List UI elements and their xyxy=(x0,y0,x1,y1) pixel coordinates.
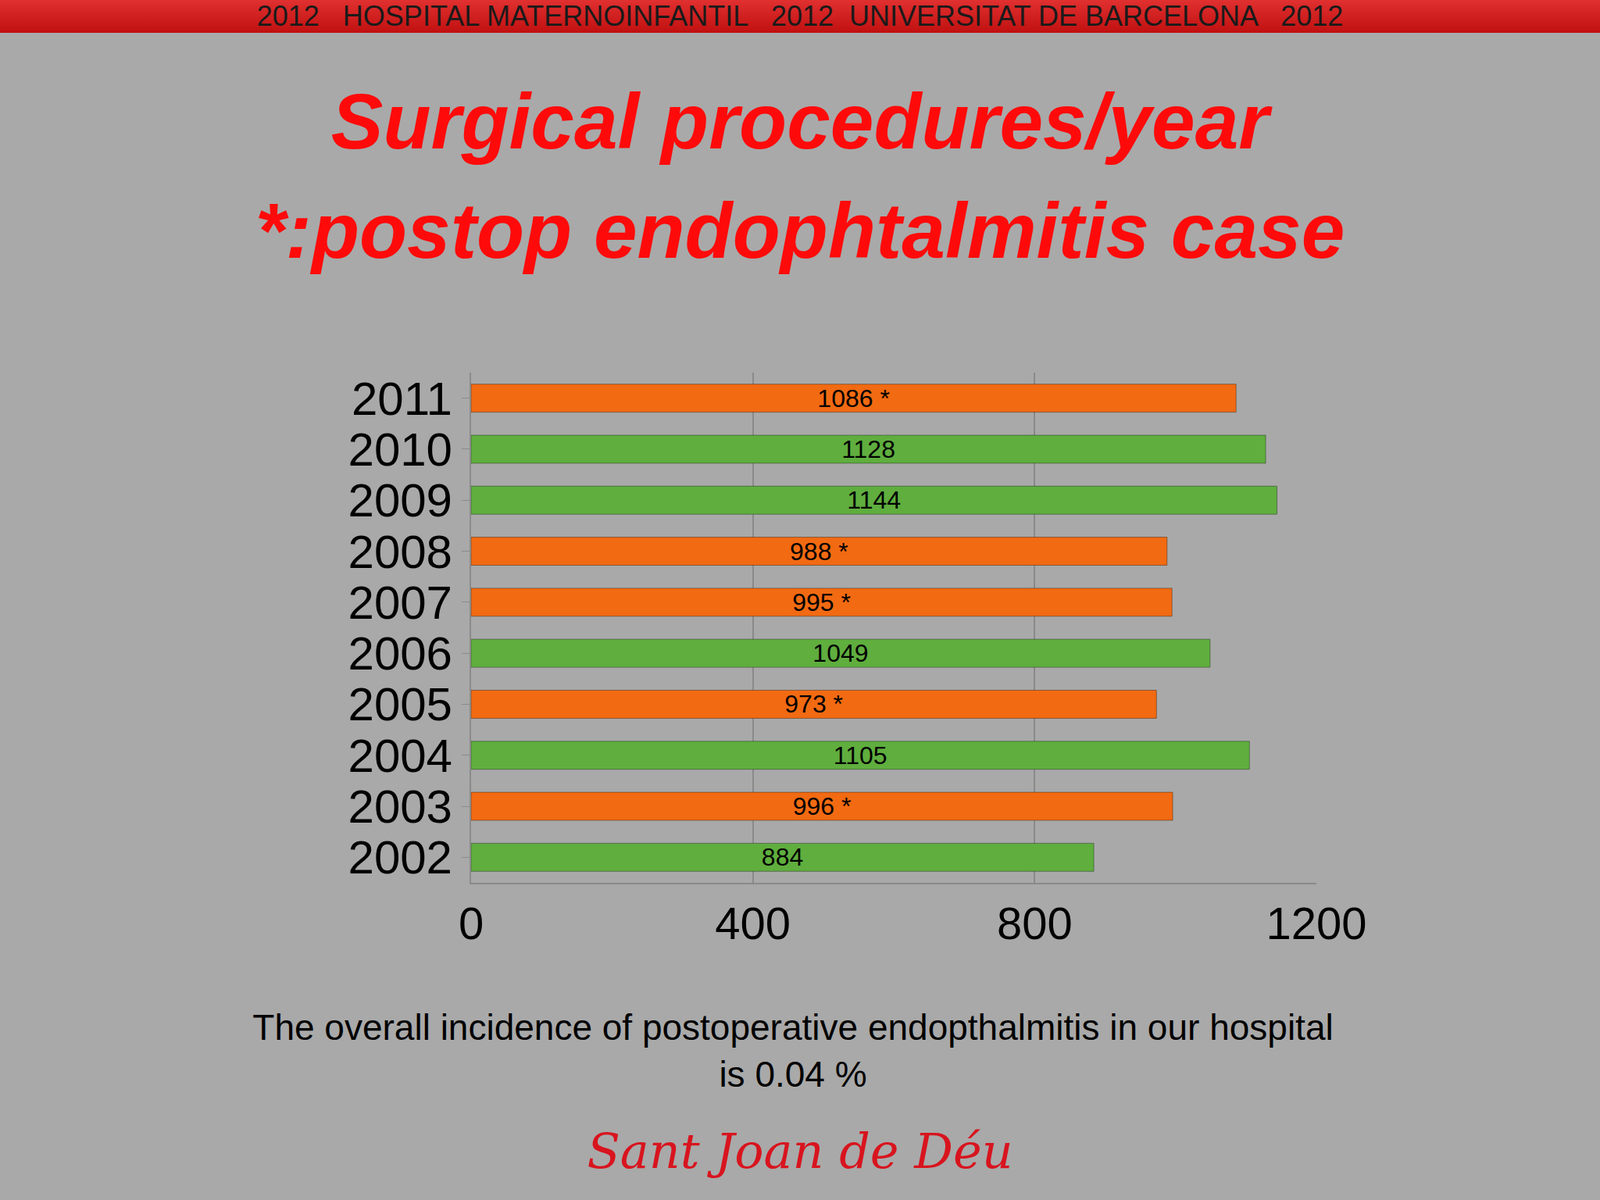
svg-text:2011: 2011 xyxy=(351,372,453,425)
svg-text:1200: 1200 xyxy=(1265,897,1367,949)
svg-text:2010: 2010 xyxy=(348,423,453,476)
svg-text:800: 800 xyxy=(996,897,1073,949)
svg-text:2003: 2003 xyxy=(348,780,453,833)
svg-text:2009: 2009 xyxy=(348,474,453,527)
svg-text:1128: 1128 xyxy=(841,435,896,464)
svg-text:2007: 2007 xyxy=(348,576,453,629)
svg-text:973 *: 973 * xyxy=(784,689,843,718)
html-text:*:postop endophtalmitis case: *:postop endophtalmitis case xyxy=(255,186,1345,275)
svg-text:1105: 1105 xyxy=(833,741,888,770)
svg-text:0: 0 xyxy=(458,897,484,949)
svg-text:2002: 2002 xyxy=(348,831,453,884)
svg-text:1049: 1049 xyxy=(812,639,868,668)
svg-text:1086 *: 1086 * xyxy=(817,384,890,413)
html-text:Sant Joan de Déu: Sant Joan de Déu xyxy=(587,1122,1013,1180)
svg-text:884: 884 xyxy=(761,842,804,872)
svg-text:2008: 2008 xyxy=(348,525,453,579)
svg-text:988 *: 988 * xyxy=(789,537,849,566)
html-text:2012 HOSPITAL MATERNOINFANTIL: 2012 HOSPITAL MATERNOINFANTIL 2012 UNIVE… xyxy=(256,0,1344,33)
svg-text:400: 400 xyxy=(714,897,791,949)
svg-text:2005: 2005 xyxy=(348,678,453,731)
svg-text:995 *: 995 * xyxy=(792,588,851,617)
svg-text:2004: 2004 xyxy=(348,729,453,783)
html-text:Surgical procedures/year: Surgical procedures/year xyxy=(331,77,1269,165)
svg-text:1144: 1144 xyxy=(846,485,901,515)
svg-text:2006: 2006 xyxy=(348,627,453,680)
svg-text:996 *: 996 * xyxy=(792,792,852,821)
html-text:The overall incidence of posto: The overall incidence of postoperative e… xyxy=(252,1007,1334,1095)
